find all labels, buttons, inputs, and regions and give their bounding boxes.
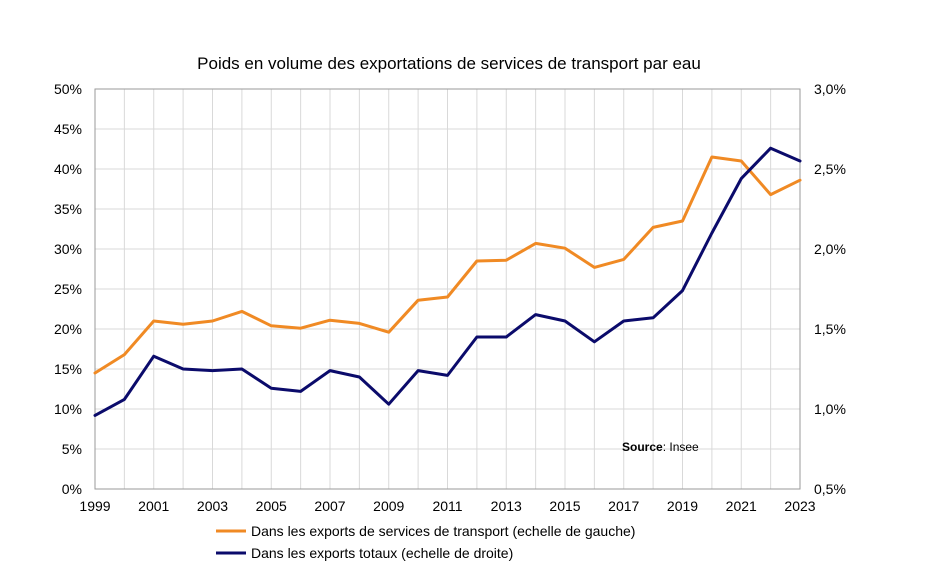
series-line-total (93, 146, 802, 417)
legend-label: Dans les exports de services de transpor… (251, 523, 635, 539)
y-left-tick-label: 40% (54, 161, 82, 177)
source-annotation: Source: Insee (622, 440, 699, 454)
legend: Dans les exports de services de transpor… (216, 523, 635, 561)
x-tick-label: 2015 (549, 498, 580, 514)
source-label: Source (622, 440, 663, 454)
y-left-tick-label: 45% (54, 121, 82, 137)
series-lines (93, 146, 802, 417)
series-line-transport (93, 155, 802, 375)
legend-label: Dans les exports totaux (echelle de droi… (251, 545, 513, 561)
y-left-tick-label: 35% (54, 201, 82, 217)
y-left-tick-label: 5% (62, 441, 82, 457)
x-tick-label: 2017 (608, 498, 639, 514)
y-right-tick-label: 1,5% (814, 321, 846, 337)
x-tick-label: 2021 (726, 498, 757, 514)
x-tick-label: 1999 (79, 498, 110, 514)
y-right-tick-label: 0,5% (814, 481, 846, 497)
x-tick-label: 2013 (491, 498, 522, 514)
y-left-tick-label: 50% (54, 81, 82, 97)
x-tick-label: 2007 (314, 498, 345, 514)
plot-frame (94, 88, 801, 490)
y-right-tick-label: 1,0% (814, 401, 846, 417)
y-right-tick-label: 2,5% (814, 161, 846, 177)
x-tick-label: 2019 (667, 498, 698, 514)
y-left-tick-label: 15% (54, 361, 82, 377)
y-axis-left: 0% 5% 10% 15% 20% 25% 30% 35% 40% 45% 50% (54, 81, 82, 497)
chart-title: Poids en volume des exportations de serv… (197, 54, 701, 73)
y-left-tick-label: 30% (54, 241, 82, 257)
x-tick-label: 2009 (373, 498, 404, 514)
y-left-tick-label: 0% (62, 481, 82, 497)
x-tick-label: 2023 (784, 498, 815, 514)
source-text: : Insee (663, 440, 699, 454)
y-left-tick-label: 10% (54, 401, 82, 417)
grid (95, 88, 800, 490)
y-left-tick-label: 25% (54, 281, 82, 297)
x-tick-label: 2003 (197, 498, 228, 514)
x-tick-label: 2005 (256, 498, 287, 514)
x-axis: 1999 2001 2003 2005 2007 2009 2011 2013 2015 2017… (79, 498, 815, 514)
x-tick-label: 2011 (432, 498, 462, 514)
y-right-tick-label: 3,0% (814, 81, 846, 97)
x-tick-label: 2001 (138, 498, 169, 514)
y-right-tick-label: 2,0% (814, 241, 846, 257)
y-axis-right: 0,5% 1,0% 1,5% 2,0% 2,5% 3,0% (814, 81, 846, 497)
y-left-tick-label: 20% (54, 321, 82, 337)
